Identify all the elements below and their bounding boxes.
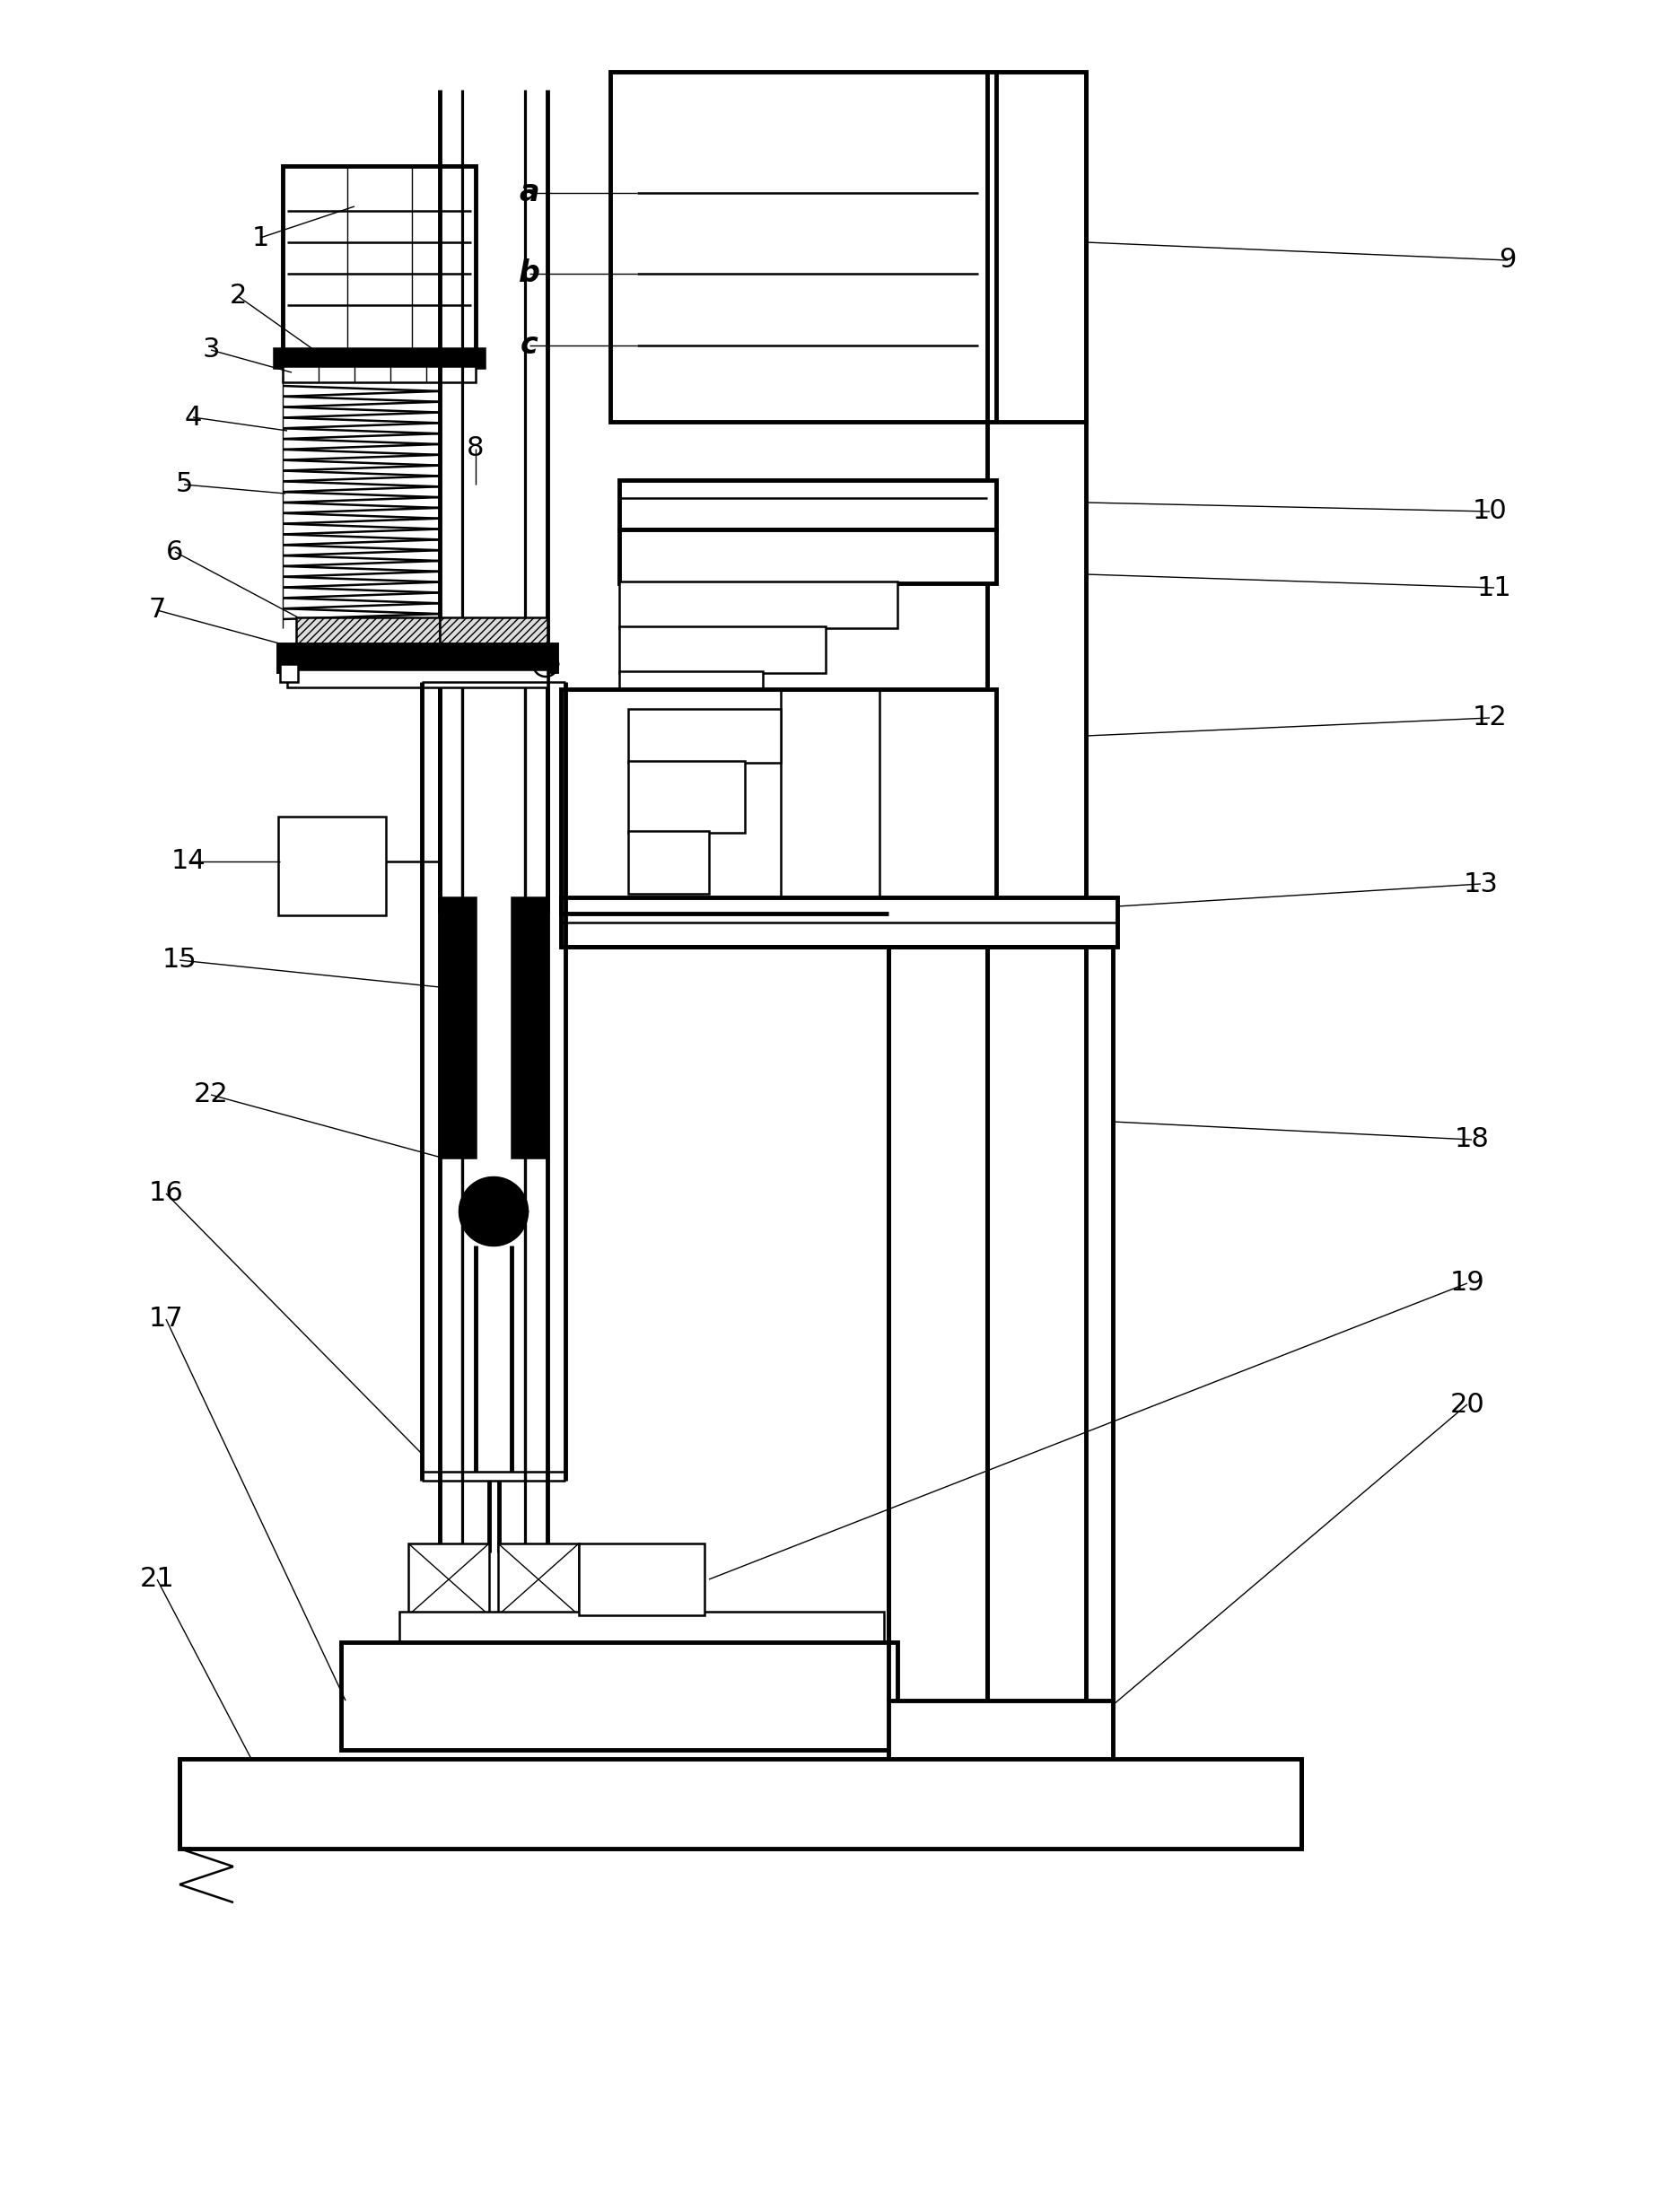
Circle shape <box>460 1178 528 1246</box>
Bar <box>400 1611 884 1644</box>
Text: 11: 11 <box>1477 575 1512 601</box>
Text: b: b <box>519 258 541 289</box>
Text: 17: 17 <box>148 1305 183 1331</box>
Bar <box>279 645 556 671</box>
Text: 1: 1 <box>252 225 269 251</box>
Bar <box>442 898 475 1159</box>
Text: 9: 9 <box>1499 247 1517 273</box>
Bar <box>620 529 996 584</box>
Bar <box>628 831 709 894</box>
Text: 2: 2 <box>228 284 247 308</box>
Bar <box>620 481 996 529</box>
Text: 3: 3 <box>202 337 220 363</box>
Bar <box>628 708 781 763</box>
Bar <box>281 665 297 682</box>
Text: 21: 21 <box>139 1567 175 1591</box>
Text: 6: 6 <box>166 540 183 564</box>
Bar <box>274 348 484 367</box>
Bar <box>620 627 825 673</box>
Text: 10: 10 <box>1472 498 1507 525</box>
Text: 7: 7 <box>148 597 166 623</box>
Text: 20: 20 <box>1450 1390 1485 1417</box>
Text: 18: 18 <box>1455 1126 1488 1152</box>
Bar <box>620 671 763 706</box>
Bar <box>282 166 475 350</box>
Text: 16: 16 <box>148 1180 183 1207</box>
Bar <box>408 1543 489 1615</box>
Text: 5: 5 <box>175 472 193 498</box>
Bar <box>561 689 996 914</box>
Bar <box>440 616 548 647</box>
Bar <box>511 898 546 1159</box>
Bar <box>296 616 440 647</box>
Text: 22: 22 <box>193 1082 228 1108</box>
Bar <box>287 669 548 686</box>
Bar <box>282 365 475 383</box>
Text: 13: 13 <box>1463 870 1499 896</box>
Text: 4: 4 <box>185 404 202 431</box>
Bar <box>580 1543 704 1615</box>
Bar <box>497 1543 580 1615</box>
Bar <box>889 1701 1112 1768</box>
Text: 19: 19 <box>1450 1270 1485 1296</box>
Text: c: c <box>521 330 538 361</box>
Bar <box>279 818 386 916</box>
Text: 12: 12 <box>1472 704 1507 730</box>
Text: 14: 14 <box>171 848 207 874</box>
Text: 15: 15 <box>161 947 197 973</box>
Bar <box>610 72 1085 422</box>
Bar <box>180 1760 1302 1849</box>
Bar <box>620 581 897 627</box>
Text: a: a <box>519 177 539 208</box>
Bar <box>341 1642 897 1749</box>
Bar <box>561 898 1117 947</box>
Bar <box>628 761 744 833</box>
Text: 8: 8 <box>467 435 484 461</box>
